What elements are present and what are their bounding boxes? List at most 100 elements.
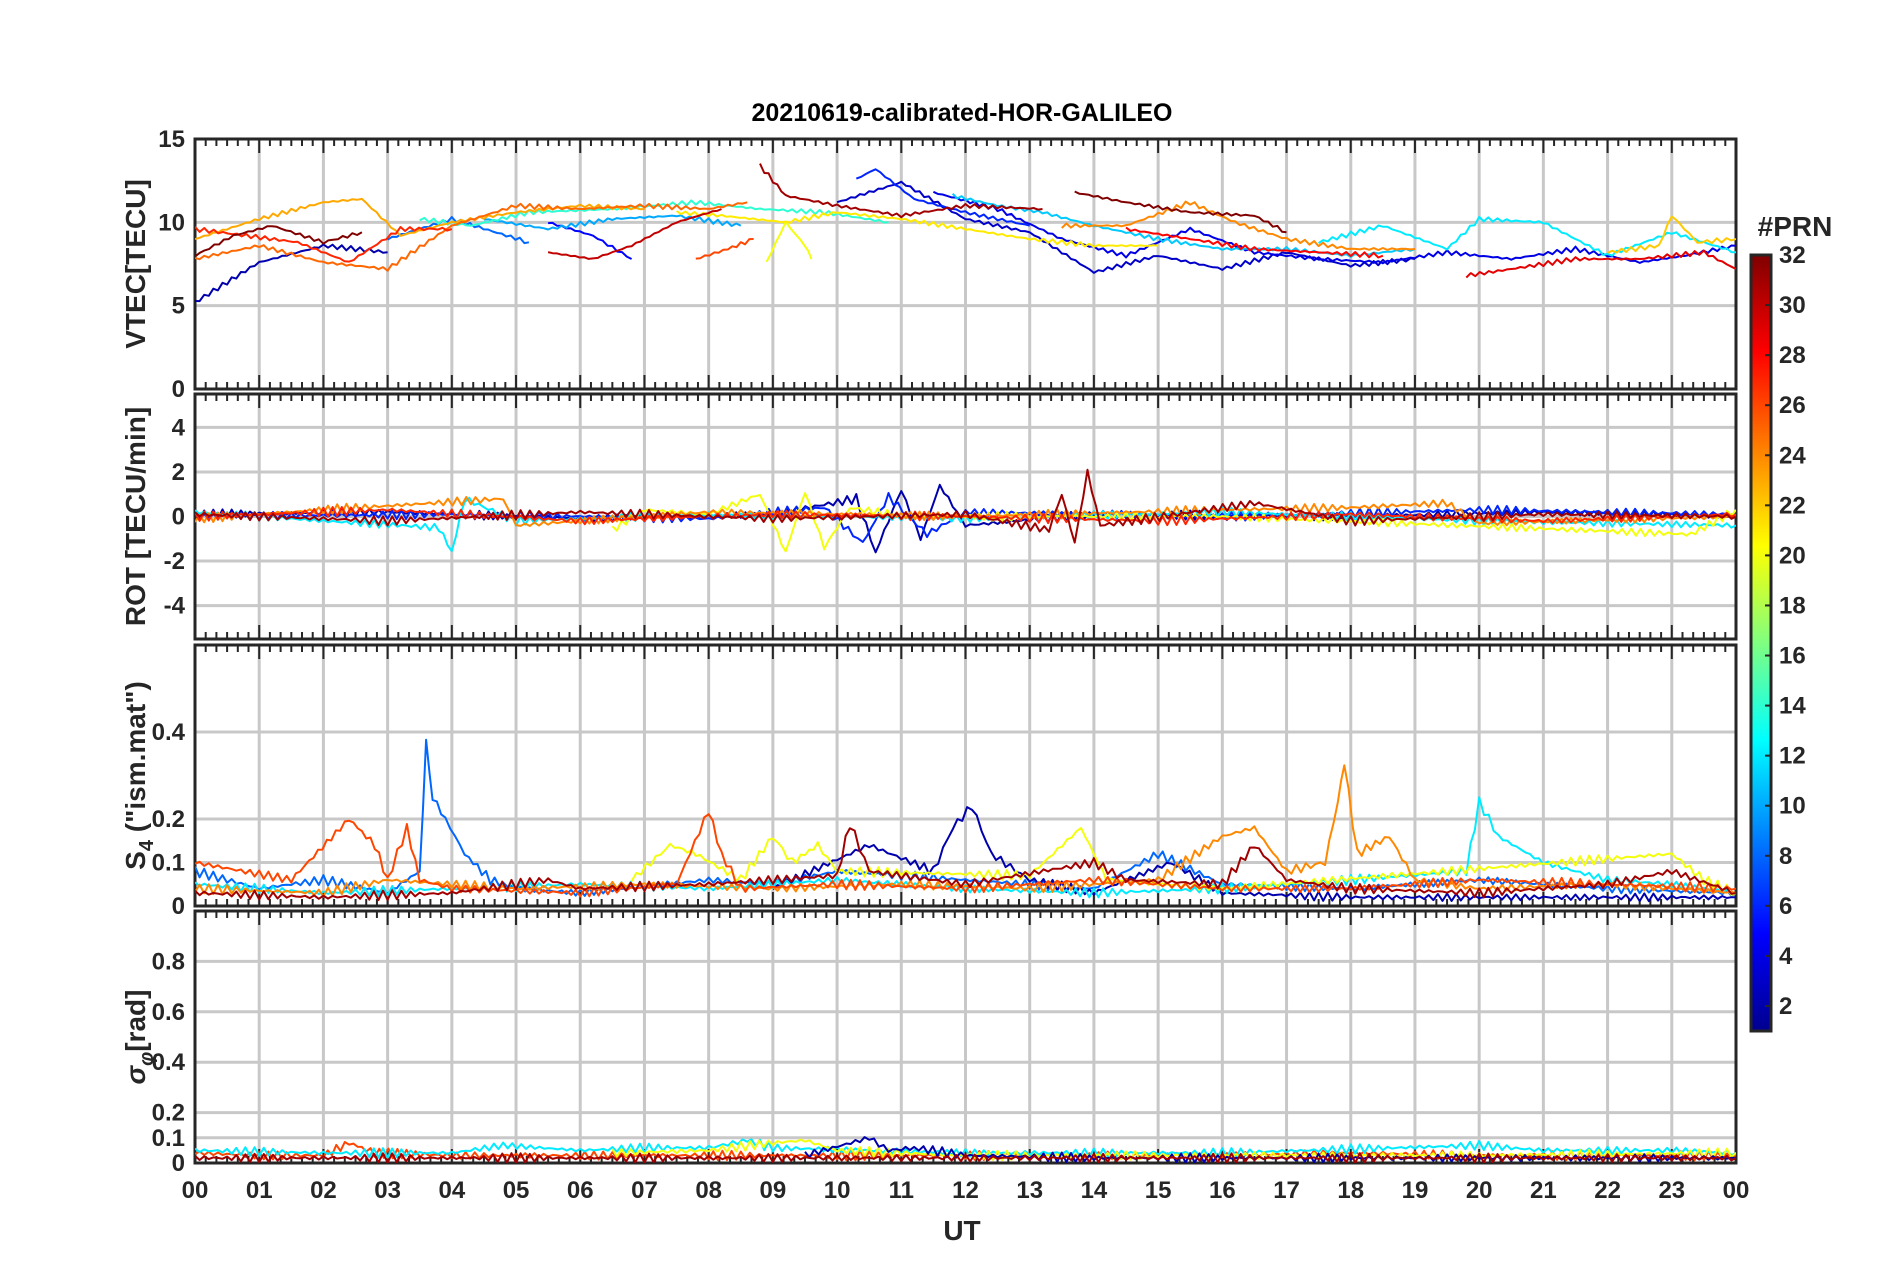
colorbar-tick-label: 28 [1779,342,1806,369]
y-axis-label: VTEC[TECU] [120,179,151,349]
series-line-prn-8 [195,738,1736,897]
colorbar-label: #PRN [1758,211,1833,242]
y-tick-label: 0 [172,504,185,531]
colorbar-tick-label: 20 [1779,542,1806,569]
series-line-prn-3 [836,180,1416,274]
series-line-prn-31 [195,827,1736,902]
panel-rot: -4 -2 0 2 4 ROT [TECU/min] [120,392,1738,641]
panel-s4: 0 0.1 0.2 0.4S4 ("ism.mat") [120,643,1738,920]
series-line-prn-23 [195,197,645,240]
x-tick-label: 15 [1145,1177,1172,1204]
y-tick-label: 0 [172,893,185,920]
series-line-prn-20 [611,492,1736,553]
series-line-prn-20 [611,1138,1736,1162]
colorbar-tick-label: 32 [1779,242,1806,269]
x-tick-labels: 00 01 02 03 04 05 06 07 08 09 10 11 12 13 14 15 16 17 18 19… [182,1177,1750,1204]
series-line-prn-12 [195,1138,1736,1159]
series-line-prn-26 [695,238,754,260]
x-tick-label: 17 [1273,1177,1300,1204]
series-line-prn-27 [195,506,1736,527]
series-line-prn-22 [1607,215,1736,254]
colorbar-tick-label: 10 [1779,793,1806,820]
series-line-prn-2 [772,806,1736,903]
colorbar-tick-label: 18 [1779,592,1806,619]
x-tick-label: 09 [760,1177,787,1204]
colorbar-tick-label: 2 [1779,993,1792,1020]
y-tick-label: 2 [172,459,185,486]
x-tick-label: 11 [889,1177,914,1204]
series-line-prn-2 [195,483,1736,554]
y-tick-label: 0 [172,376,185,403]
colorbar-tick-label: 12 [1779,743,1806,770]
colorbar-tick-label: 22 [1779,492,1806,519]
x-tick-label: 03 [374,1177,401,1204]
y-tick-label: 5 [172,293,185,320]
x-tick-label: 19 [1402,1177,1429,1204]
series-line-prn-10 [483,214,742,231]
colorbar: #PRN 32 30 28 26 24 22 20 18 16 14 12 10 8 6 4 2 [1749,211,1833,1033]
series-group [195,738,1736,903]
series-line-prn-21 [676,210,1159,248]
x-tick-label: 00 [1723,1177,1750,1204]
x-tick-label: 22 [1594,1177,1621,1204]
y-tick-label: 10 [158,209,185,236]
series-line-prn-32 [195,225,363,258]
series-line-prn-20 [765,220,813,263]
y-tick-label: 0.8 [152,948,185,975]
y-axis-label: S4 ("ism.mat") [120,681,158,870]
colorbar-tick-label: 6 [1779,893,1792,920]
x-tick-label: 20 [1466,1177,1493,1204]
x-tick-label: 08 [695,1177,722,1204]
x-tick-label: 10 [824,1177,851,1204]
y-tick-label: 4 [172,414,186,441]
x-tick-label: 16 [1209,1177,1236,1204]
panel-sigma: 00.10.2 0.4 0.6 0.8 σφ[rad] [120,909,1738,1177]
y-tick-label: 0.1 [152,850,185,877]
series-group [195,163,1736,303]
series-line-prn-6 [195,492,1736,543]
x-tick-label: 21 [1530,1177,1557,1204]
y-tick-label: 15 [158,126,185,153]
series-line-prn-30 [547,208,722,260]
x-tick-label: 06 [567,1177,594,1204]
y-tick-label: 0.6 [152,999,185,1026]
series-line-prn-31 [759,163,1043,219]
x-tick-label: 02 [310,1177,337,1204]
y-tick-label: 0 [172,1150,185,1177]
series-group [195,1136,1736,1163]
series-line-prn-6 [855,168,1030,227]
colorbar-tick-label: 24 [1779,442,1806,469]
x-axis-label: UT [943,1215,980,1246]
series-line-prn-12 [1318,215,1736,257]
y-tick-label: 0.4 [152,1049,186,1076]
x-tick-label: 13 [1016,1177,1043,1204]
y-axis-label: ROT [TECU/min] [120,407,151,626]
y-tick-label: 0.2 [152,806,185,833]
colorbar-tick-label: 4 [1779,943,1793,970]
series-line-prn-25 [195,201,748,272]
series-line-prn-31 [195,1152,1736,1163]
chart-title: 20210619-calibrated-HOR-GALILEO [752,99,1173,127]
colorbar-tick-label: 16 [1779,643,1806,670]
series-line-prn-26 [195,813,1736,898]
colorbar-tick-label: 26 [1779,392,1806,419]
x-tick-label: 00 [182,1177,209,1204]
colorbar-tick-label: 30 [1779,292,1806,319]
colorbar-tick-label: 8 [1779,843,1792,870]
series-group [195,468,1736,554]
y-tick-label: 0.4 [152,719,186,746]
y-axis-label: σφ[rad] [120,990,158,1085]
colorbar-tick-label: 14 [1779,693,1806,720]
series-line-prn-28 [1125,226,1384,259]
x-tick-label: 12 [952,1177,979,1204]
x-tick-label: 01 [246,1177,273,1204]
x-tick-label: 18 [1337,1177,1364,1204]
x-tick-label: 05 [503,1177,530,1204]
y-tick-label: -2 [164,548,185,575]
colorbar-gradient [1749,253,1773,1033]
series-line-prn-24 [1061,200,1416,251]
y-tick-label: 0.1 [152,1125,185,1152]
series-line-prn-32 [1074,190,1287,234]
